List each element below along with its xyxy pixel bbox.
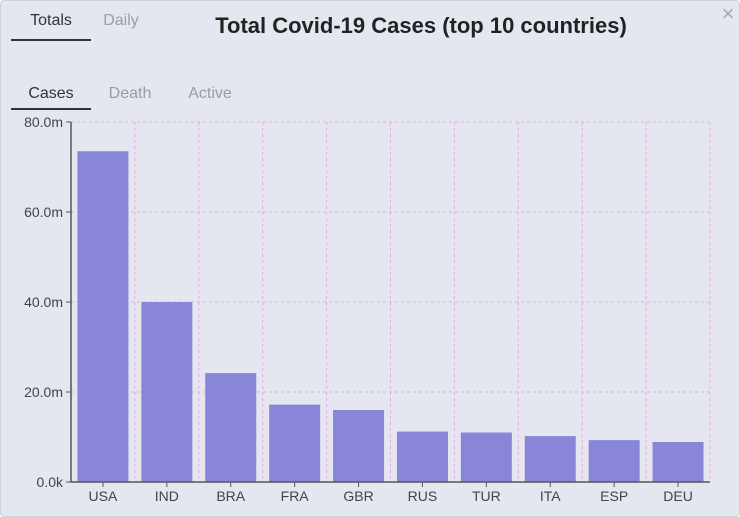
bar-usa — [77, 151, 129, 482]
y-tick-label: 0.0k — [37, 474, 64, 490]
x-tick-label: RUS — [408, 488, 438, 504]
bar-fra — [269, 404, 321, 482]
bar-esp — [588, 440, 640, 482]
x-tick-label: ESP — [600, 488, 628, 504]
x-tick-label: BRA — [216, 488, 245, 504]
subtab-active[interactable]: Active — [188, 85, 232, 102]
y-tick-label: 60.0m — [24, 204, 63, 220]
bar-bra — [205, 373, 257, 482]
bar-rus — [396, 431, 448, 482]
bar-tur — [460, 432, 512, 482]
close-icon[interactable]: × — [721, 1, 735, 26]
y-tick-label: 80.0m — [24, 114, 63, 130]
x-tick-label: ITA — [540, 488, 561, 504]
tab-daily[interactable]: Daily — [103, 12, 139, 29]
x-tick-label: FRA — [281, 488, 310, 504]
y-tick-label: 20.0m — [24, 384, 63, 400]
y-tick-label: 40.0m — [24, 294, 63, 310]
x-tick-label: IND — [155, 488, 179, 504]
x-tick-label: USA — [89, 488, 118, 504]
bar-gbr — [333, 410, 385, 482]
subtab-death[interactable]: Death — [108, 85, 152, 102]
tab-totals[interactable]: Totals — [11, 11, 91, 41]
x-tick-label: TUR — [472, 488, 501, 504]
bar-ind — [141, 302, 193, 482]
x-tick-label: GBR — [343, 488, 373, 504]
page-title: Total Covid-19 Cases (top 10 countries) — [215, 13, 627, 38]
bar-deu — [652, 441, 704, 482]
x-tick-label: DEU — [663, 488, 693, 504]
subtab-cases[interactable]: Cases — [11, 85, 91, 110]
bar-ita — [524, 436, 576, 482]
